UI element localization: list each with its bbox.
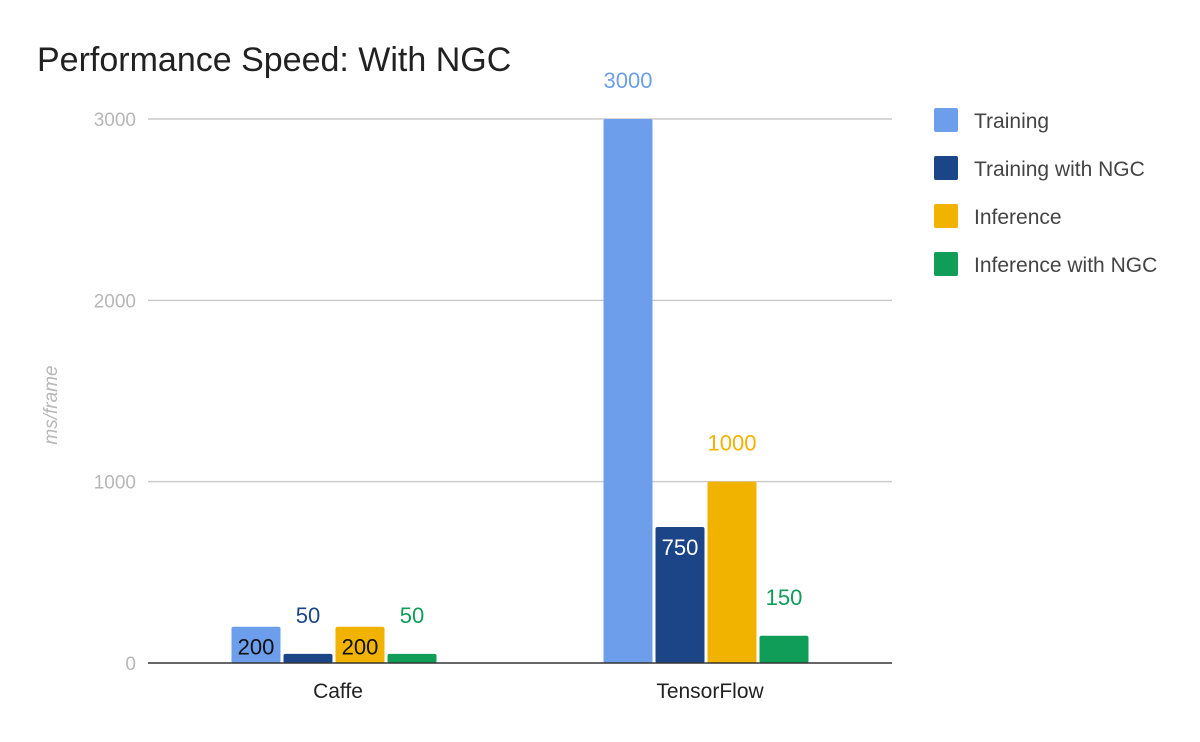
bar xyxy=(603,119,653,663)
data-label: 50 xyxy=(400,603,424,628)
bar xyxy=(387,653,437,663)
data-label: 200 xyxy=(342,635,379,660)
chart-title: Performance Speed: With NGC xyxy=(37,41,511,79)
data-label: 3000 xyxy=(604,68,653,93)
bar xyxy=(707,481,757,663)
legend: Training Training with NGC Inference Infere… xyxy=(934,108,1157,277)
data-label: 1000 xyxy=(708,431,757,456)
data-label: 150 xyxy=(766,585,803,610)
data-label: 50 xyxy=(296,603,320,628)
data-label: 750 xyxy=(662,535,699,560)
legend-swatch xyxy=(934,108,958,132)
y-axis-label: ms/frame xyxy=(41,365,62,444)
legend-label: Training with NGC xyxy=(974,158,1145,181)
y-tick-label: 2000 xyxy=(94,291,136,312)
legend-swatch xyxy=(934,204,958,228)
x-axis: Caffe TensorFlow xyxy=(148,662,892,703)
x-tick-label: TensorFlow xyxy=(656,680,764,703)
legend-label: Inference with NGC xyxy=(974,254,1157,277)
y-tick-label: 1000 xyxy=(94,473,136,494)
data-labels: 200 50 200 50 3000 750 1000 150 xyxy=(238,68,803,660)
bar xyxy=(231,626,281,663)
y-tick-label: 0 xyxy=(125,654,136,675)
bar xyxy=(335,626,385,663)
gridlines: 0 1000 2000 3000 xyxy=(94,110,892,675)
y-tick-label: 3000 xyxy=(94,110,136,131)
bar xyxy=(655,527,705,663)
bar xyxy=(759,635,809,663)
legend-label: Training xyxy=(974,110,1049,133)
legend-swatch xyxy=(934,252,958,276)
legend-label: Inference xyxy=(974,206,1062,229)
x-tick-label: Caffe xyxy=(313,680,363,703)
bar xyxy=(283,653,333,663)
bars xyxy=(231,119,809,663)
legend-swatch xyxy=(934,156,958,180)
data-label: 200 xyxy=(238,635,275,660)
